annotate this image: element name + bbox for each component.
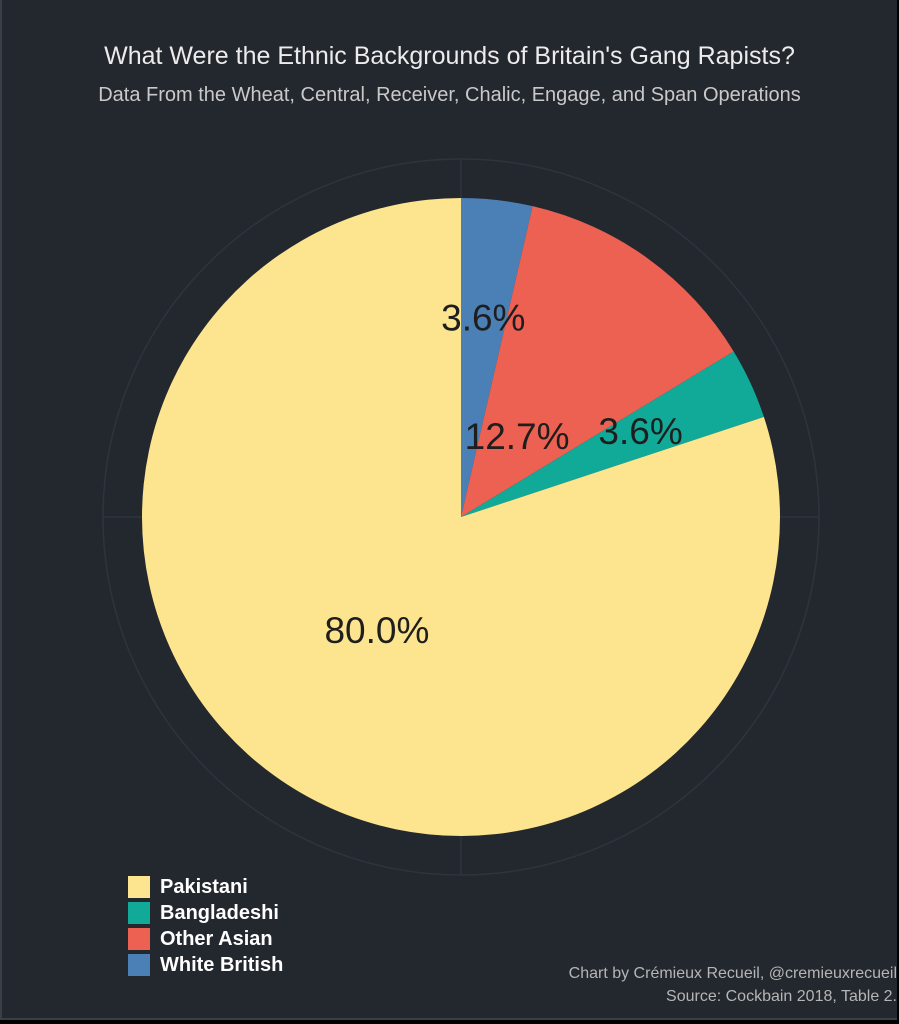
legend-item-white-british: White British [128,952,283,978]
pie-slices [142,198,781,836]
slice-label-other-asian: 12.7% [465,416,570,457]
legend-label: White British [160,953,284,976]
source-line: Source: Cockbain 2018, Table 2. [666,988,897,1005]
legend-swatch [128,928,150,950]
legend-label: Bangladeshi [160,901,279,924]
chart-title: What Were the Ethnic Backgrounds of Brit… [104,42,795,70]
legend-swatch [128,954,150,976]
pie-slice-bangladeshi [461,351,764,517]
credit-line: Chart by Crémieux Recueil, @cremieuxrecu… [568,965,897,982]
legend-item-bangladeshi: Bangladeshi [128,900,283,926]
legend-item-other-asian: Other Asian [128,926,283,952]
slice-label-white-british: 3.6% [441,297,525,338]
legend-label: Pakistani [160,875,248,898]
pie-slice-pakistani [142,198,781,836]
legend-swatch [128,902,150,924]
chart-credits: Chart by Crémieux Recueil, @cremieuxrecu… [569,962,897,1008]
slice-labels: 3.6% 12.7% 3.6% 80.0% [324,297,682,651]
legend: Pakistani Bangladeshi Other Asian White … [128,874,283,978]
chart-subtitle: Data From the Wheat, Central, Receiver, … [98,84,801,106]
pie-slice-other-asian [461,206,734,517]
legend-label: Other Asian [160,927,273,950]
legend-item-pakistani: Pakistani [128,874,283,900]
slice-label-pakistani: 80.0% [324,610,429,651]
slice-label-bangladeshi: 3.6% [598,411,682,452]
pie-slice-white-british [461,198,533,517]
legend-swatch [128,876,150,898]
